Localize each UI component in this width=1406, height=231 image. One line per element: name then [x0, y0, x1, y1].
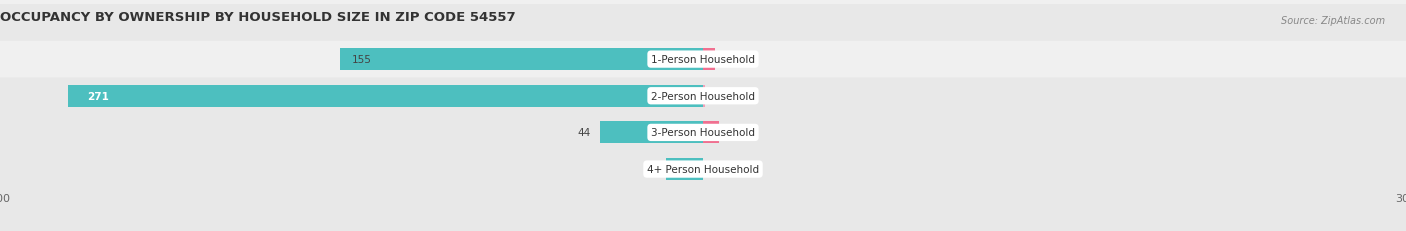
Bar	[67, 85, 703, 107]
Text: 155: 155	[352, 55, 371, 65]
Text: 1-Person Household: 1-Person Household	[651, 55, 755, 65]
Bar	[340, 49, 703, 71]
Text: 3-Person Household: 3-Person Household	[651, 128, 755, 138]
Text: 0: 0	[713, 164, 718, 174]
Text: 2-Person Household: 2-Person Household	[651, 91, 755, 101]
Text: 4+ Person Household: 4+ Person Household	[647, 164, 759, 174]
Bar	[703, 122, 720, 144]
FancyBboxPatch shape	[0, 0, 1406, 151]
Text: 271: 271	[87, 91, 108, 101]
FancyBboxPatch shape	[0, 5, 1406, 188]
Bar	[665, 158, 703, 180]
Text: 1: 1	[714, 91, 721, 101]
FancyBboxPatch shape	[0, 42, 1406, 224]
Bar	[703, 85, 706, 107]
Text: OCCUPANCY BY OWNERSHIP BY HOUSEHOLD SIZE IN ZIP CODE 54557: OCCUPANCY BY OWNERSHIP BY HOUSEHOLD SIZE…	[0, 11, 516, 24]
Text: Source: ZipAtlas.com: Source: ZipAtlas.com	[1281, 16, 1385, 26]
Bar	[600, 122, 703, 144]
Text: 44: 44	[578, 128, 591, 138]
FancyBboxPatch shape	[0, 78, 1406, 231]
Text: 16: 16	[643, 164, 657, 174]
Text: 7: 7	[728, 128, 735, 138]
Text: 5: 5	[724, 55, 731, 65]
Bar	[703, 49, 714, 71]
